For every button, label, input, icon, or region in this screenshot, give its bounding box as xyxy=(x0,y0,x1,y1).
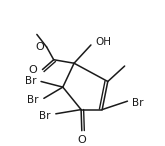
Text: Br: Br xyxy=(132,98,143,108)
Text: Br: Br xyxy=(39,111,50,121)
Text: Br: Br xyxy=(25,77,36,86)
Text: O: O xyxy=(28,65,37,75)
Text: O: O xyxy=(35,42,44,52)
Text: Br: Br xyxy=(27,95,39,105)
Text: O: O xyxy=(77,135,86,145)
Text: OH: OH xyxy=(95,37,111,47)
